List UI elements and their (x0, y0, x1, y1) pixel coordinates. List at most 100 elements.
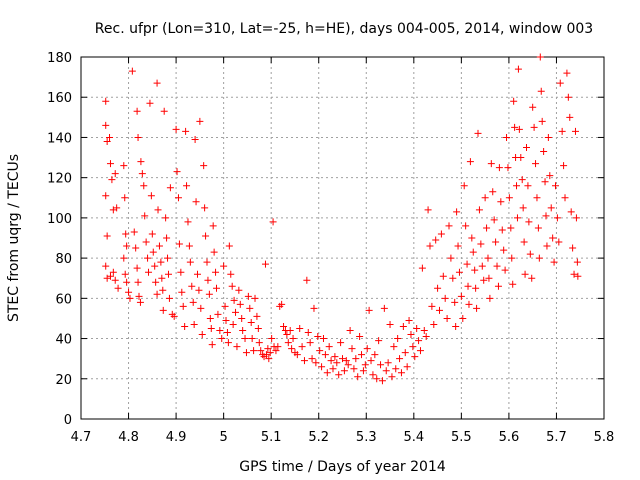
data-point (459, 314, 467, 322)
data-point (198, 331, 206, 339)
data-point (489, 188, 497, 196)
data-point (160, 107, 168, 115)
data-point (298, 343, 306, 351)
x-tick-label: 5.8 (594, 430, 615, 445)
data-point (534, 224, 542, 232)
data-point (564, 93, 572, 101)
data-point (212, 268, 220, 276)
data-point (278, 300, 286, 308)
x-tick-label: 5.4 (403, 430, 424, 445)
data-point (449, 274, 457, 282)
data-point (177, 268, 185, 276)
data-point (503, 133, 511, 141)
data-point (257, 347, 265, 355)
data-point (289, 335, 297, 343)
data-point (384, 359, 392, 367)
data-point (514, 65, 522, 73)
data-point (221, 302, 229, 310)
data-point (572, 214, 580, 222)
data-point (445, 222, 453, 230)
data-point (475, 206, 483, 214)
data-point (166, 184, 174, 192)
data-point (382, 367, 390, 375)
data-point (165, 294, 173, 302)
data-point (464, 282, 472, 290)
data-points (102, 53, 582, 385)
data-point (220, 262, 228, 270)
data-point (103, 137, 111, 145)
data-point (246, 304, 254, 312)
data-point (321, 351, 329, 359)
data-point (188, 282, 196, 290)
data-point (103, 232, 111, 240)
data-point (304, 329, 312, 337)
data-point (205, 290, 213, 298)
x-tick-label: 5.5 (451, 430, 472, 445)
data-point (453, 208, 461, 216)
data-point (102, 121, 110, 129)
data-point (151, 262, 159, 270)
x-tick-label: 5.2 (308, 430, 329, 445)
data-point (388, 373, 396, 381)
data-point (348, 345, 356, 353)
plot-frame (80, 56, 605, 420)
data-point (106, 160, 114, 168)
data-point (452, 322, 460, 330)
data-point (515, 125, 523, 133)
data-point (471, 266, 479, 274)
data-point (543, 242, 551, 250)
y-tick-label: 120 (47, 172, 72, 187)
data-point (155, 242, 163, 250)
axis-ticks (80, 56, 605, 420)
data-point (428, 302, 436, 310)
data-point (197, 304, 205, 312)
data-point (528, 274, 536, 282)
data-point (358, 351, 366, 359)
data-point (306, 339, 314, 347)
data-point (261, 260, 269, 268)
data-point (483, 224, 491, 232)
data-point (132, 244, 140, 252)
data-point (184, 218, 192, 226)
data-point (473, 304, 481, 312)
data-point (195, 286, 203, 294)
data-point (102, 97, 110, 105)
data-point (555, 238, 563, 246)
data-point (318, 363, 326, 371)
data-point (480, 276, 488, 284)
data-point (484, 254, 492, 262)
data-point (111, 170, 119, 178)
data-point (286, 327, 294, 335)
data-point (485, 274, 493, 282)
y-axis-label: STEC from uqrg / TECUs (6, 154, 22, 322)
data-point (125, 288, 133, 296)
data-point (441, 294, 449, 302)
data-point (546, 172, 554, 180)
data-point (250, 347, 258, 355)
data-point (153, 79, 161, 87)
data-point (133, 107, 141, 115)
data-point (163, 234, 171, 242)
data-point (413, 325, 421, 332)
data-point (392, 365, 400, 373)
data-point (218, 335, 226, 343)
data-point (523, 144, 531, 151)
data-point (159, 286, 167, 294)
data-point (312, 359, 320, 367)
x-axis-label: GPS time / Days of year 2014 (239, 459, 446, 475)
x-tick-label: 5.6 (499, 430, 520, 445)
data-point (193, 270, 201, 278)
data-point (109, 268, 117, 276)
data-point (352, 355, 360, 363)
data-point (333, 359, 341, 367)
data-point (474, 129, 482, 137)
data-point (549, 234, 557, 242)
data-point (255, 339, 263, 347)
data-point (487, 160, 495, 168)
data-point (478, 262, 486, 270)
data-point (573, 258, 581, 266)
data-point (457, 292, 465, 300)
data-point (323, 369, 331, 377)
data-point (310, 304, 318, 312)
data-point (363, 345, 371, 353)
